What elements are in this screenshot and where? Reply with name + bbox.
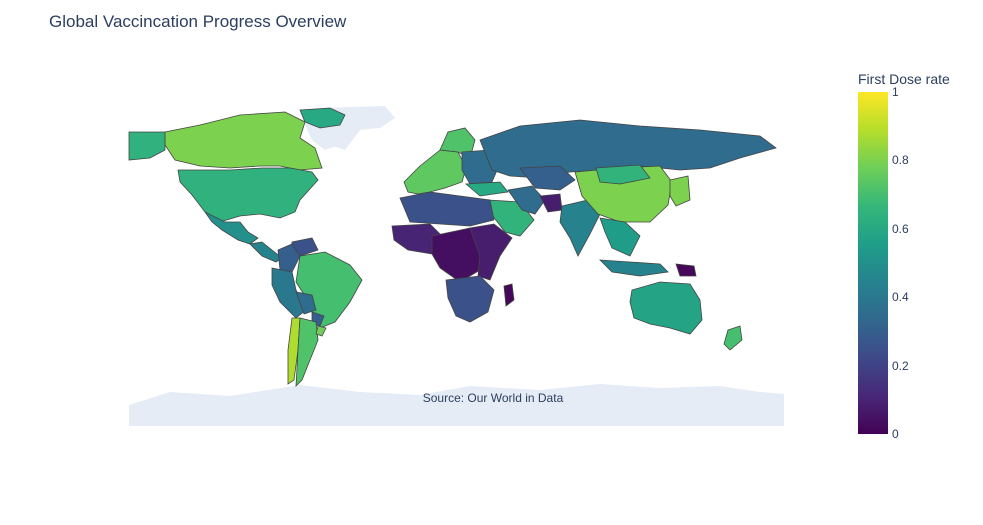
region-new-zealand[interactable] [723,325,743,351]
region-papua-new-guinea[interactable] [675,263,697,277]
region-southern-africa[interactable] [445,275,495,323]
region-scandinavia[interactable] [439,127,476,159]
region-east-africa[interactable] [469,223,513,281]
colorbar-gradient [858,92,888,434]
region-uruguay[interactable] [315,325,327,337]
chart-title: Global Vaccincation Progress Overview [49,12,347,31]
colorbar-tick: 0.8 [892,153,909,168]
colorbar-tick: 0.4 [892,290,909,305]
region-greenland[interactable] [299,107,346,129]
region-australia[interactable] [629,281,703,335]
region-alaska-us-[interactable] [128,131,166,161]
region-bolivia[interactable] [295,291,317,315]
region-indonesia[interactable] [598,259,669,277]
region-iran[interactable] [507,185,546,215]
region-united-states[interactable] [177,167,319,223]
colorbar-tick: 0.6 [892,221,909,236]
region-europe-west-[interactable] [403,149,467,195]
countries-layer[interactable] [128,107,777,388]
region-colombia[interactable] [277,243,301,273]
region-brazil[interactable] [295,251,363,329]
region-afghanistan[interactable] [539,193,563,213]
region-japan-korea[interactable] [669,175,691,207]
region-canada[interactable] [164,111,323,171]
colorbar-tick: 0 [892,427,899,441]
colorbar-tick: 0.2 [892,358,909,373]
source-annotation: Source: Our World in Data [423,391,564,405]
region-central-america[interactable] [249,241,283,263]
region-north-africa[interactable] [399,191,495,227]
colorbar-title: First Dose rate [858,71,950,87]
region-ecuador-peru[interactable] [271,267,307,319]
region-madagascar[interactable] [503,283,515,307]
region-central-asia[interactable] [519,165,576,191]
region-argentina[interactable] [295,317,319,388]
region-southeast-asia[interactable] [599,217,641,257]
region-turkey[interactable] [464,181,509,197]
region-mexico[interactable] [204,211,259,245]
antarctica-shape [129,384,784,426]
region-mongolia[interactable] [595,164,651,185]
colorbar-tick: 1 [892,85,899,99]
